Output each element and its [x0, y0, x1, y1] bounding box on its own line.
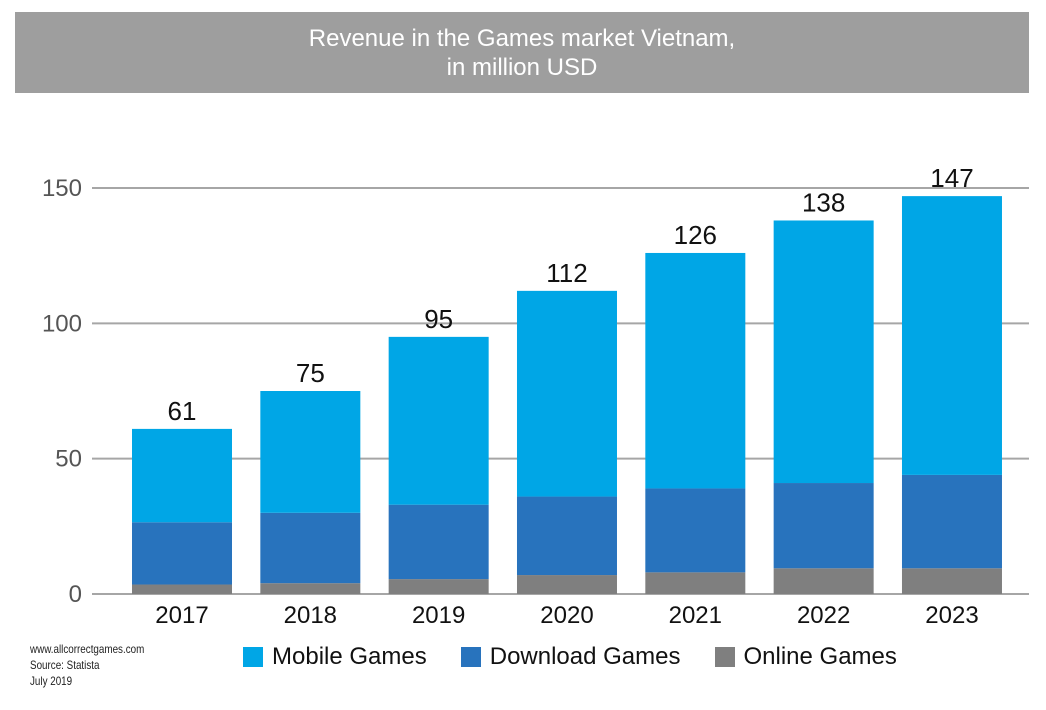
- legend-label-online: Online Games: [743, 643, 897, 670]
- bar-download-games-2023: [901, 474, 1002, 569]
- x-tick-label-2017: 2017: [155, 602, 208, 629]
- y-tick-label-100: 100: [42, 310, 82, 337]
- bar-online-games-2023: [901, 568, 1002, 594]
- bar-download-games-2019: [388, 504, 489, 580]
- total-label-2017: 61: [168, 396, 197, 426]
- bar-online-games-2022: [773, 568, 874, 594]
- bar-mobile-games-2017: [132, 428, 232, 523]
- bar-mobile-games-2020: [516, 290, 617, 497]
- footer-date: July 2019: [30, 674, 73, 688]
- x-tick-label-2018: 2018: [284, 602, 337, 629]
- total-label-2020: 112: [546, 258, 587, 288]
- x-tick-label-2019: 2019: [412, 602, 465, 629]
- y-tick-label-150: 150: [42, 175, 82, 202]
- total-label-2018: 75: [296, 358, 325, 388]
- bar-online-games-2019: [388, 579, 489, 594]
- bar-mobile-games-2018: [260, 391, 361, 513]
- x-tick-label-2022: 2022: [797, 602, 850, 629]
- bar-download-games-2021: [645, 488, 746, 573]
- legend-item-download: Download Games: [460, 643, 681, 671]
- legend-label-mobile: Mobile Games: [272, 643, 427, 670]
- bar-online-games-2021: [645, 572, 746, 594]
- bar-download-games-2018: [260, 512, 361, 584]
- legend-label-download: Download Games: [489, 643, 681, 670]
- legend-item-mobile: Mobile Games: [243, 643, 427, 671]
- bar-mobile-games-2023: [901, 196, 1002, 475]
- x-tick-label-2023: 2023: [925, 602, 978, 629]
- chart-legend: Mobile Games Download Games Online Games: [243, 642, 931, 672]
- bar-download-games-2017: [132, 522, 232, 585]
- bar-online-games-2020: [516, 575, 617, 594]
- bar-online-games-2017: [132, 584, 232, 594]
- x-tick-label-2021: 2021: [669, 602, 722, 629]
- footer-website: www.allcorrectgames.com: [30, 642, 145, 656]
- x-tick-label-2020: 2020: [540, 602, 593, 629]
- chart-title-banner: Revenue in the Games market Vietnam, in …: [15, 12, 1029, 93]
- y-tick-label-0: 0: [69, 581, 82, 608]
- bar-online-games-2018: [260, 583, 361, 594]
- total-label-2023: 147: [930, 163, 973, 193]
- bar-download-games-2020: [516, 496, 617, 576]
- legend-item-online: Online Games: [714, 643, 897, 671]
- bar-mobile-games-2019: [388, 336, 489, 505]
- footer-source: Source: Statista: [30, 658, 100, 672]
- bar-mobile-games-2021: [645, 252, 746, 489]
- y-tick-label-50: 50: [55, 446, 82, 473]
- chart-subtitle: in million USD: [446, 53, 598, 81]
- source-footer: www.allcorrectgames.com Source: Statista…: [30, 641, 144, 689]
- legend-swatch-download: [460, 647, 481, 667]
- total-label-2022: 138: [802, 187, 845, 217]
- total-label-2019: 95: [424, 304, 453, 334]
- total-label-2021: 126: [674, 220, 717, 250]
- legend-swatch-online: [714, 647, 735, 667]
- chart-title: Revenue in the Games market Vietnam,: [308, 24, 736, 52]
- bar-mobile-games-2022: [773, 220, 874, 484]
- legend-swatch-mobile: [243, 647, 263, 667]
- bar-download-games-2022: [773, 483, 874, 569]
